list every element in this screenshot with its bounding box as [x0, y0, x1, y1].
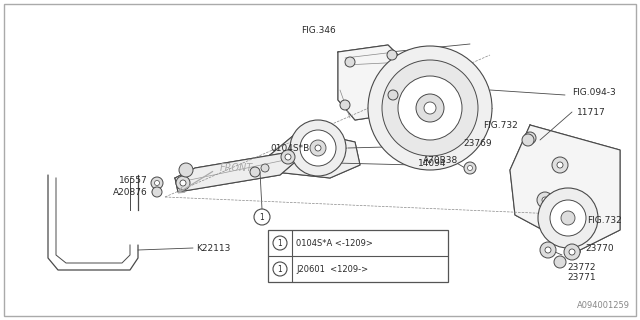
- Circle shape: [569, 219, 581, 231]
- Circle shape: [281, 150, 295, 164]
- Circle shape: [537, 192, 553, 208]
- Circle shape: [398, 76, 462, 140]
- Circle shape: [290, 120, 346, 176]
- Circle shape: [424, 102, 436, 114]
- Circle shape: [569, 249, 575, 255]
- Text: FRONT: FRONT: [220, 163, 253, 173]
- Circle shape: [176, 176, 190, 190]
- Circle shape: [542, 197, 548, 203]
- Circle shape: [180, 180, 186, 186]
- Circle shape: [382, 60, 478, 156]
- Circle shape: [524, 132, 536, 144]
- Text: 1: 1: [278, 265, 282, 274]
- Text: J20601  <1209->: J20601 <1209->: [296, 265, 368, 274]
- Circle shape: [561, 211, 575, 225]
- Circle shape: [250, 167, 260, 177]
- Circle shape: [545, 247, 551, 253]
- Circle shape: [261, 164, 269, 172]
- Circle shape: [557, 162, 563, 168]
- Text: A20876: A20876: [113, 188, 148, 196]
- Text: 23770: 23770: [585, 244, 614, 252]
- Circle shape: [300, 130, 336, 166]
- FancyBboxPatch shape: [4, 4, 636, 316]
- Circle shape: [345, 57, 355, 67]
- Text: 14094: 14094: [418, 158, 447, 167]
- Text: FIG.732: FIG.732: [483, 121, 518, 130]
- Text: FIG.732: FIG.732: [588, 215, 622, 225]
- Circle shape: [552, 157, 568, 173]
- Circle shape: [310, 140, 326, 156]
- Text: 0104S*B: 0104S*B: [271, 143, 310, 153]
- Circle shape: [179, 163, 193, 177]
- Circle shape: [554, 256, 566, 268]
- Circle shape: [522, 134, 534, 146]
- Circle shape: [540, 242, 556, 258]
- Text: 11717: 11717: [577, 108, 605, 116]
- Text: 0104S*A <-1209>: 0104S*A <-1209>: [296, 238, 373, 247]
- Circle shape: [152, 187, 162, 197]
- Polygon shape: [338, 45, 410, 120]
- Circle shape: [273, 236, 287, 250]
- Polygon shape: [510, 125, 620, 250]
- Circle shape: [538, 188, 598, 248]
- Text: 23771: 23771: [567, 274, 596, 283]
- Circle shape: [387, 50, 397, 60]
- Circle shape: [564, 244, 580, 260]
- Circle shape: [368, 46, 492, 170]
- Polygon shape: [175, 152, 295, 192]
- Circle shape: [464, 162, 476, 174]
- Circle shape: [285, 154, 291, 160]
- Text: A70B38: A70B38: [423, 156, 458, 164]
- Circle shape: [340, 100, 350, 110]
- Circle shape: [154, 180, 159, 186]
- Circle shape: [416, 94, 444, 122]
- Text: A094001259: A094001259: [577, 301, 630, 310]
- Circle shape: [273, 262, 287, 276]
- Text: FIG.094-3: FIG.094-3: [572, 87, 616, 97]
- Text: 1: 1: [278, 238, 282, 247]
- Text: FIG.346: FIG.346: [301, 26, 335, 35]
- Circle shape: [151, 177, 163, 189]
- FancyBboxPatch shape: [268, 230, 448, 282]
- Text: 16557: 16557: [119, 175, 148, 185]
- Text: 1: 1: [260, 212, 264, 221]
- Circle shape: [315, 145, 321, 151]
- Circle shape: [550, 200, 586, 236]
- Text: 23772: 23772: [567, 263, 595, 273]
- Text: K22113: K22113: [196, 244, 230, 252]
- Polygon shape: [270, 130, 360, 178]
- Text: 23769: 23769: [463, 139, 492, 148]
- Circle shape: [467, 165, 472, 171]
- Circle shape: [254, 209, 270, 225]
- Circle shape: [388, 90, 398, 100]
